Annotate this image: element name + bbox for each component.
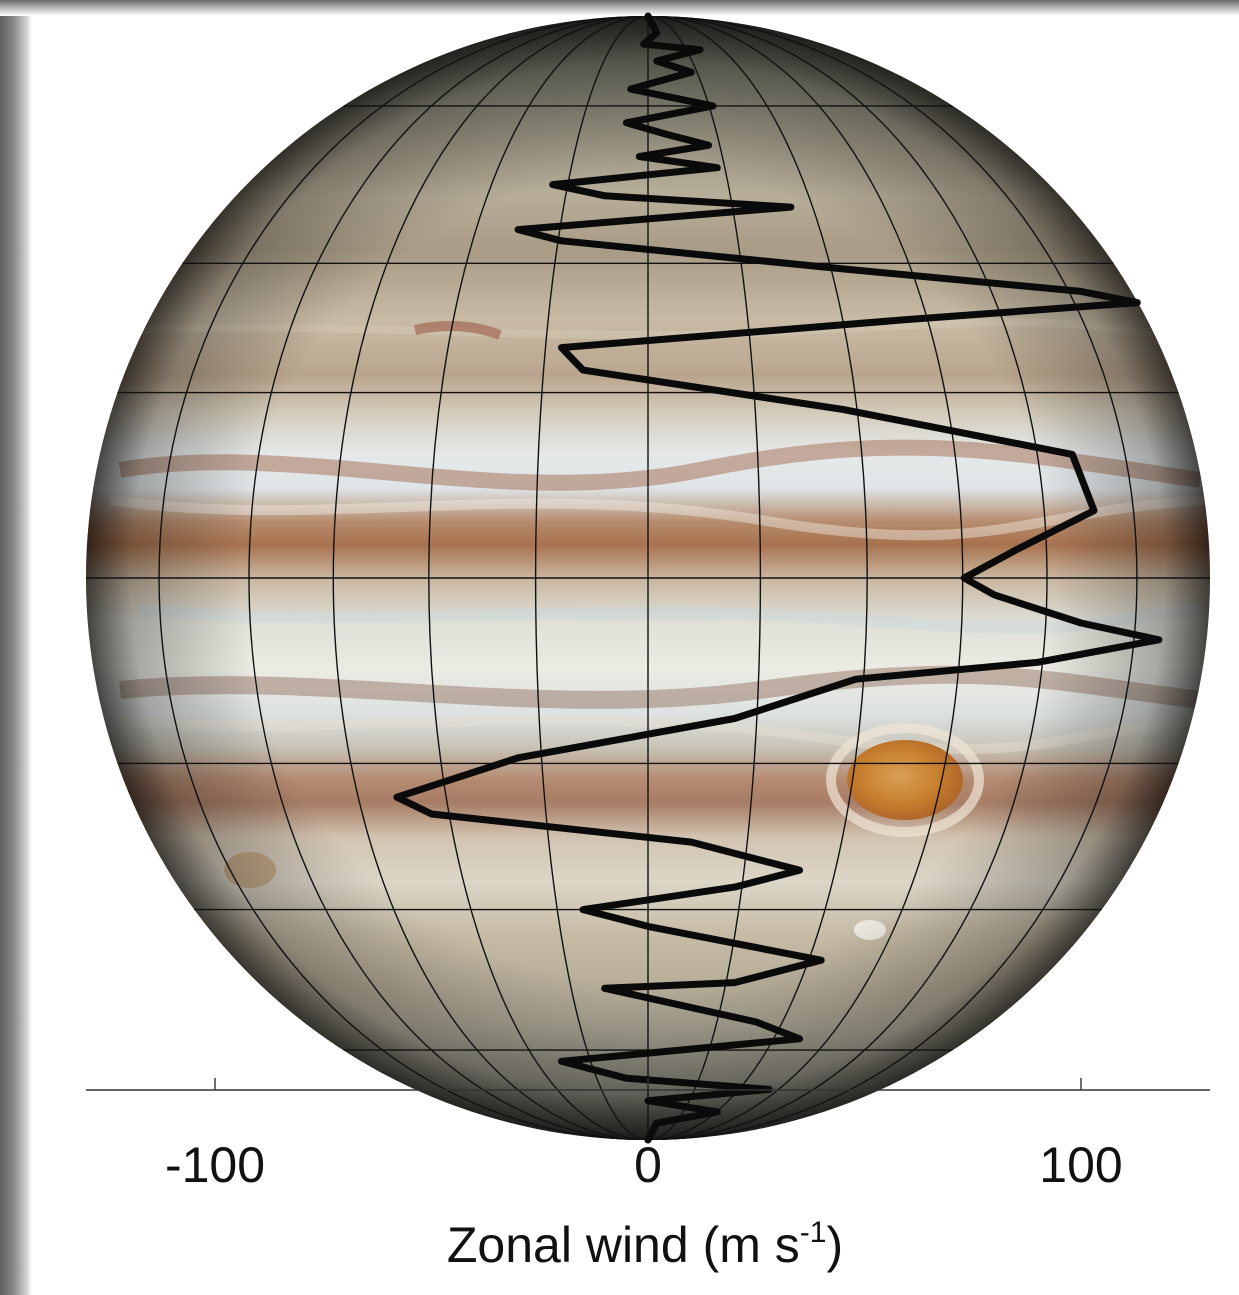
x-tick-label: -100	[165, 1137, 265, 1193]
zonal-wind-profile-line	[393, 12, 1163, 1144]
jupiter-globe	[86, 16, 1210, 1140]
x-tick-label: 0	[634, 1137, 662, 1193]
x-axis: -100 0 100 Zonal wind (m s-1)	[86, 1078, 1210, 1273]
x-tick-label: 100	[1039, 1137, 1122, 1193]
meridian-line	[158, 16, 1138, 1140]
meridian-line	[248, 16, 1048, 1140]
meridian-line	[534, 16, 762, 1140]
x-axis-label: Zonal wind (m s-1)	[447, 1216, 843, 1273]
meridian-line	[428, 16, 868, 1140]
